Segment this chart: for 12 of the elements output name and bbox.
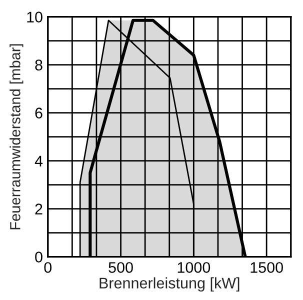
x-tick-label: 0 [44, 262, 52, 273]
x-tick-label: 1000 [178, 262, 210, 273]
x-tick-label: 1500 [250, 262, 283, 273]
y-tick-label: 0 [35, 252, 42, 262]
y-tick-label: 2 [35, 204, 42, 214]
y-axis-title: Feuerraumwiderstand [mbar] [10, 44, 24, 230]
x-tick-label: 500 [108, 262, 133, 273]
y-tick-label: 8 [35, 60, 42, 70]
y-tick-label: 6 [35, 108, 42, 118]
y-tick-label: 4 [34, 156, 43, 166]
x-axis-title: Brennerleistung [kW] [100, 277, 240, 292]
y-tick-label: 10 [27, 12, 42, 22]
